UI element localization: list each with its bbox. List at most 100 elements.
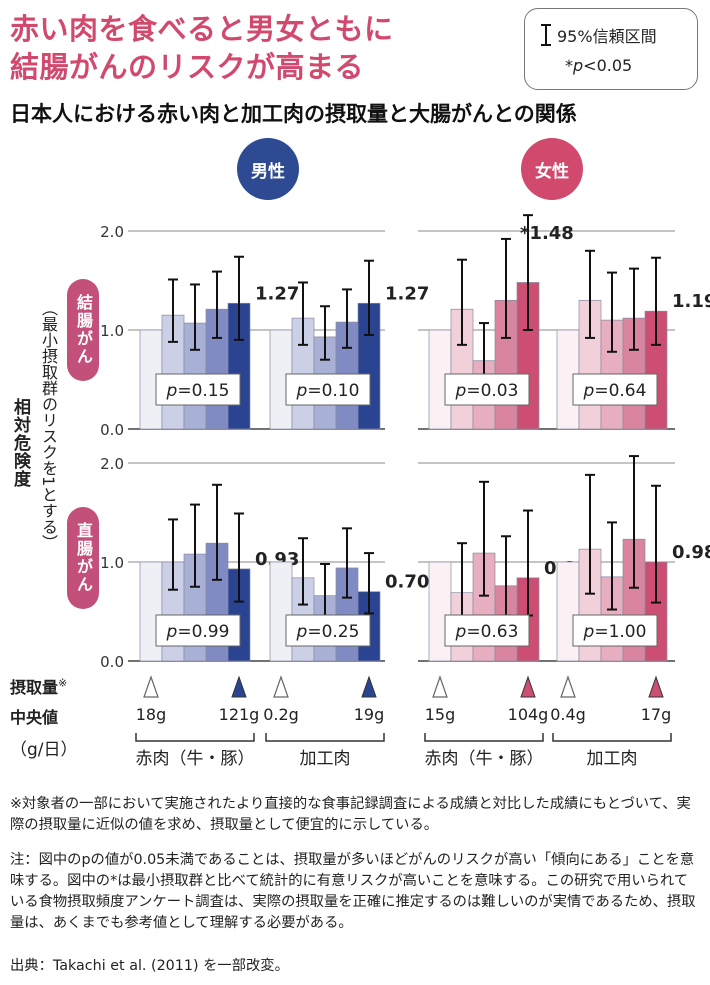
food-bracket (135, 733, 255, 742)
p-value: =0.25 (307, 622, 359, 642)
intake-label-mark: ※ (58, 676, 68, 690)
p-value: =1.00 (594, 622, 646, 642)
low-intake-value: 15g (425, 705, 456, 724)
p-value-box (572, 373, 658, 406)
intake-label-text: 摂取量 (10, 678, 59, 697)
value-label: *1.48 (520, 223, 574, 244)
p-value: =0.64 (594, 381, 646, 401)
p-var: p (296, 622, 308, 642)
footnote-note: 注：図中のpの値が0.05未満であることは、摂取量が多いほどがんのリスクが高い「… (10, 852, 696, 931)
value-label: 1.19 (672, 291, 710, 312)
footnote-source: 出典：Takachi et al. (2011) を一部改変。 (10, 958, 289, 974)
p-value: =0.63 (466, 622, 518, 642)
low-intake-triangle (432, 675, 448, 698)
food-label: 赤肉（牛・豚） (425, 749, 544, 769)
p-value-text: p=0.25 (296, 622, 360, 642)
y-axis-label-main: 相対危険度 (10, 398, 30, 488)
legend-p-rest: <0.05 (583, 56, 633, 75)
intake-label: 摂取量※ (10, 674, 67, 698)
chart-subtitle: 日本人における赤い肉と加工肉の摂取量と大腸がんとの関係 (10, 102, 577, 126)
p-value: =0.15 (177, 381, 229, 401)
high-intake-value: 104g (508, 705, 549, 724)
high-intake-value: 17g (641, 705, 672, 724)
p-value-text: p=1.00 (583, 622, 647, 642)
y-tick-label: 2.0 (100, 455, 124, 473)
panel-colon-0: 1.27 p=0.15 (139, 255, 299, 430)
p-var: p (455, 622, 467, 642)
y-tick-label: 0.0 (100, 653, 124, 671)
panel-colon-2: *1.48 p=0.03 (428, 214, 574, 430)
ci-bar-icon (541, 24, 551, 46)
p-value: =0.03 (466, 381, 518, 401)
food-label: 赤肉（牛・豚） (136, 749, 255, 769)
high-intake-triangle (648, 675, 664, 698)
food-bracket (424, 733, 544, 742)
food-bracket (265, 733, 385, 742)
p-value-text: p=0.99 (166, 622, 230, 642)
high-intake-triangle (231, 675, 247, 698)
high-intake-triangle (520, 675, 536, 698)
high-intake-value: 121g (219, 705, 260, 724)
headline-line-1: 赤い肉を食べると男女ともに (10, 12, 394, 46)
p-value-box (155, 373, 241, 406)
y-tick-label: 1.0 (100, 554, 124, 572)
legend-p-var: p (573, 56, 584, 75)
panel-colon-1: 1.27 p=0.10 (269, 259, 429, 430)
p-value-text: p=0.15 (166, 381, 230, 401)
p-value-text: p=0.63 (455, 622, 519, 642)
legend-p-prefix: * (565, 56, 573, 75)
p-value-box (444, 614, 530, 647)
value-label: 0.70 (385, 572, 429, 593)
p-value-box (444, 373, 530, 406)
p-value-text: p=0.10 (296, 381, 360, 401)
legend-box: 95%信頼区間 *p<0.05 (524, 8, 698, 90)
female-circle: 女性 (521, 138, 583, 200)
male-circle: 男性 (237, 138, 299, 200)
legend-p-threshold: *p<0.05 (565, 56, 632, 75)
y-tick-label: 2.0 (100, 223, 124, 241)
panel-rectum-1: 0.70 p=0.25 (269, 527, 429, 662)
low-intake-triangle (143, 675, 159, 698)
value-label: 1.27 (255, 283, 299, 304)
p-var: p (166, 622, 178, 642)
footnote-asterisk: ※対象者の一部において実施されたより直接的な食事記録調査による成績と対比した成績… (10, 796, 691, 833)
p-var: p (583, 381, 595, 401)
panel-colon-3: 1.19 p=0.64 (556, 249, 710, 430)
high-intake-value: 19g (354, 705, 385, 724)
low-intake-value: 18g (136, 705, 167, 724)
food-label: 加工肉 (300, 749, 351, 769)
low-intake-value: 0.2g (263, 705, 299, 724)
low-intake-value: 0.4g (550, 705, 586, 724)
p-value-box (285, 614, 371, 647)
low-intake-triangle (560, 675, 576, 698)
row-tag-rectum: 直腸がん (67, 507, 99, 609)
headline-line-2: 結腸がんのリスクが高まる (10, 50, 365, 84)
unit-label: （g/日） (10, 740, 78, 760)
y-tick-label: 0.0 (100, 421, 124, 439)
row-tag-colon: 結腸がん (67, 279, 99, 381)
value-label: 0.98 (672, 542, 710, 563)
p-value: =0.10 (307, 381, 359, 401)
high-intake-triangle (361, 675, 377, 698)
p-value-box (285, 373, 371, 406)
panel-rectum-3: 0.98 p=1.00 (556, 455, 710, 662)
legend-ci-label: 95%信頼区間 (557, 27, 657, 46)
p-value-box (155, 614, 241, 647)
p-var: p (166, 381, 178, 401)
p-value-text: p=0.03 (455, 381, 519, 401)
food-label: 加工肉 (587, 749, 638, 769)
low-intake-triangle (273, 675, 289, 698)
median-label: 中央値 (10, 708, 59, 727)
y-axis-label-sub: （最小摂取群のリスクを1とする） (39, 300, 58, 551)
food-bracket (552, 733, 672, 742)
panel-rectum-0: 0.93p=0.99 (139, 483, 299, 662)
p-value-box (572, 614, 658, 647)
y-tick-label: 1.0 (100, 322, 124, 340)
p-var: p (583, 622, 595, 642)
p-value: =0.99 (177, 622, 229, 642)
value-label: 1.27 (385, 283, 429, 304)
p-value-text: p=0.64 (583, 381, 647, 401)
p-var: p (455, 381, 467, 401)
p-var: p (296, 381, 308, 401)
